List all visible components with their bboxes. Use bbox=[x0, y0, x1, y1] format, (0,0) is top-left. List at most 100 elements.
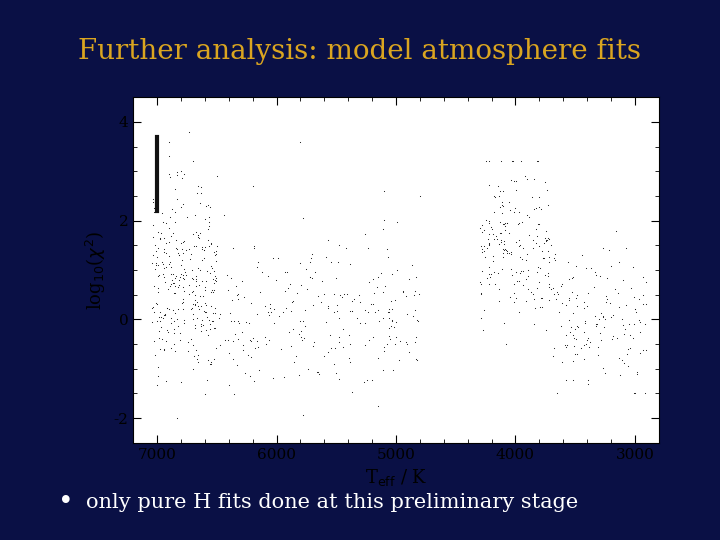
Point bbox=[572, 291, 583, 300]
Point bbox=[190, 227, 202, 236]
Point bbox=[560, 343, 572, 352]
Point bbox=[262, 271, 274, 280]
Point bbox=[264, 310, 275, 319]
Point bbox=[186, 266, 197, 274]
Point bbox=[635, 318, 647, 327]
Point bbox=[240, 318, 252, 326]
Point bbox=[560, 376, 572, 384]
Point bbox=[168, 316, 180, 325]
Point bbox=[623, 345, 634, 353]
Point bbox=[158, 270, 169, 279]
Point bbox=[189, 323, 200, 332]
Point bbox=[248, 242, 260, 251]
Point bbox=[599, 315, 611, 324]
Point bbox=[629, 305, 641, 314]
Point bbox=[515, 267, 526, 276]
Point bbox=[543, 272, 554, 281]
Point bbox=[259, 332, 271, 341]
Point bbox=[237, 346, 248, 354]
Point bbox=[186, 304, 198, 313]
Point bbox=[593, 343, 604, 352]
Point bbox=[176, 260, 187, 269]
Point bbox=[561, 330, 572, 339]
Point bbox=[572, 323, 584, 332]
Point bbox=[543, 280, 554, 289]
Point bbox=[381, 340, 392, 348]
Point bbox=[190, 276, 202, 285]
Point bbox=[557, 357, 568, 366]
Point bbox=[250, 344, 261, 353]
Point bbox=[195, 189, 207, 198]
Point bbox=[500, 340, 511, 348]
Point bbox=[155, 313, 166, 321]
Point bbox=[521, 175, 533, 184]
Point bbox=[492, 182, 504, 191]
Point bbox=[248, 377, 260, 386]
Point bbox=[536, 247, 548, 255]
Point bbox=[158, 245, 170, 253]
Point bbox=[205, 238, 217, 247]
Point bbox=[323, 235, 334, 244]
Point bbox=[174, 335, 186, 344]
Point bbox=[209, 247, 220, 256]
Point bbox=[483, 240, 495, 248]
Point bbox=[620, 325, 631, 333]
Point bbox=[189, 211, 201, 220]
Point bbox=[156, 228, 167, 237]
Point bbox=[337, 342, 348, 351]
Point bbox=[603, 246, 615, 254]
Point bbox=[183, 290, 194, 299]
Point bbox=[233, 316, 244, 325]
Point bbox=[187, 274, 199, 283]
Point bbox=[179, 286, 190, 295]
Point bbox=[346, 388, 357, 396]
Point bbox=[151, 194, 163, 203]
Point bbox=[561, 300, 572, 309]
Point bbox=[204, 212, 215, 221]
Point bbox=[187, 230, 199, 239]
Point bbox=[628, 293, 639, 301]
Point bbox=[527, 289, 539, 298]
Point bbox=[297, 214, 309, 222]
Point bbox=[618, 330, 629, 339]
Point bbox=[156, 209, 168, 218]
Point bbox=[513, 220, 524, 228]
Point bbox=[336, 293, 348, 301]
Point bbox=[631, 368, 643, 376]
Point bbox=[166, 205, 178, 213]
Point bbox=[530, 204, 541, 212]
Point bbox=[198, 254, 210, 262]
Point bbox=[568, 342, 580, 351]
Point bbox=[170, 235, 181, 244]
Point bbox=[168, 279, 180, 287]
Point bbox=[567, 273, 579, 281]
Point bbox=[206, 316, 217, 325]
Point bbox=[559, 340, 570, 349]
Point bbox=[634, 328, 646, 336]
Point bbox=[225, 273, 237, 282]
Point bbox=[571, 293, 582, 302]
Point bbox=[476, 280, 487, 288]
Point bbox=[333, 333, 345, 341]
Point bbox=[634, 348, 646, 357]
Point bbox=[509, 203, 521, 212]
Point bbox=[522, 272, 534, 280]
Point bbox=[496, 201, 508, 210]
Point bbox=[199, 286, 210, 295]
Point bbox=[170, 244, 181, 253]
Point bbox=[501, 219, 513, 227]
Point bbox=[510, 186, 521, 195]
Point bbox=[330, 368, 342, 377]
Point bbox=[386, 297, 397, 306]
Point bbox=[286, 306, 297, 315]
Point bbox=[189, 301, 201, 309]
Point bbox=[478, 306, 490, 315]
Point bbox=[163, 251, 175, 260]
Point bbox=[191, 298, 202, 306]
Point bbox=[624, 343, 636, 352]
Point bbox=[211, 250, 222, 259]
Point bbox=[190, 275, 202, 284]
Point bbox=[163, 170, 174, 178]
Point bbox=[205, 262, 217, 271]
Point bbox=[410, 333, 422, 341]
